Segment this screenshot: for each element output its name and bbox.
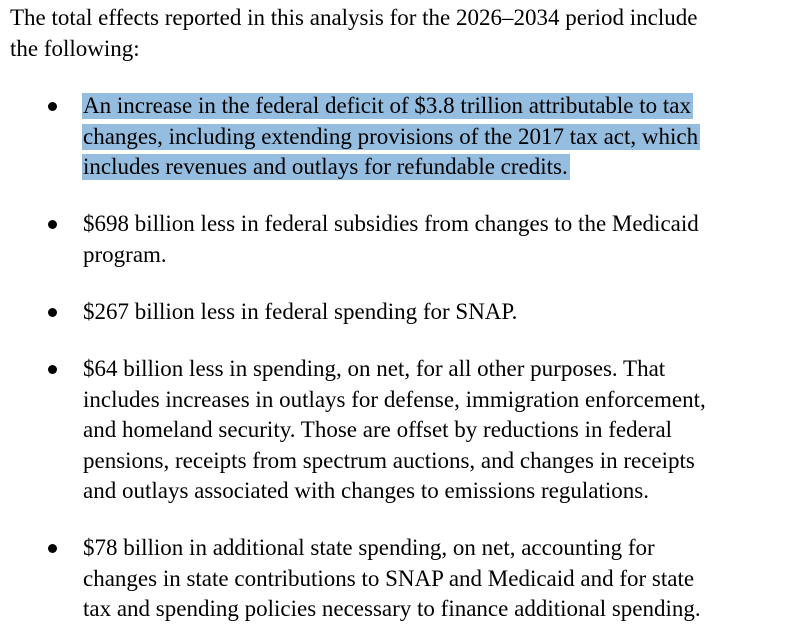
selected-text[interactable]: includes revenues and outlays for refund… [82, 154, 570, 180]
bullet-line: and homeland security. Those are offset … [83, 417, 673, 442]
bullet-line-highlighted[interactable]: changes, including extending provisions … [82, 122, 701, 153]
intro-line: the following: [10, 36, 140, 61]
bullet-line: $64 billion less in spending, on net, fo… [83, 356, 666, 381]
bullet-text: $78 billion in additional state spending… [83, 533, 701, 625]
bullet-icon [48, 365, 57, 374]
bullet-line: includes increases in outlays for defens… [83, 386, 706, 412]
bullet-line: $698 billion less in federal subsidies f… [83, 211, 699, 236]
bullet-icon [48, 308, 57, 317]
bullet-text: $267 billion less in federal spending fo… [83, 297, 517, 328]
selected-text[interactable]: changes, including extending provisions … [82, 123, 701, 150]
bullet-line: and outlays associated with changes to e… [83, 478, 649, 503]
bullet-line: $267 billion less in federal spending fo… [83, 299, 518, 324]
bullet-line: program. [83, 241, 167, 267]
bullet-line: $78 billion in additional state spending… [83, 535, 655, 560]
bullet-icon [48, 220, 57, 229]
document-page: The total effects reported in this analy… [10, 2, 795, 621]
bullet-text: $698 billion less in federal subsidies f… [83, 209, 699, 270]
bullet-text[interactable]: An increase in the federal deficit of $3… [82, 91, 701, 183]
bullet-line-highlighted[interactable]: An increase in the federal deficit of $3… [82, 91, 700, 122]
intro-line: The total effects reported in this analy… [10, 5, 698, 30]
bullet-icon [48, 102, 57, 111]
bullet-line-highlighted[interactable]: includes revenues and outlays for refund… [82, 152, 700, 183]
bullet-line: changes in state contributions to SNAP a… [83, 565, 695, 591]
bullet-line: pensions, receipts from spectrum auction… [83, 447, 695, 473]
bullet-text: $64 billion less in spending, on net, fo… [83, 354, 706, 507]
bullet-line: tax and spending policies necessary to f… [83, 596, 701, 621]
selected-text[interactable]: An increase in the federal deficit of $3… [82, 93, 694, 119]
intro-paragraph: The total effects reported in this analy… [10, 2, 795, 64]
bullet-icon [48, 544, 57, 553]
